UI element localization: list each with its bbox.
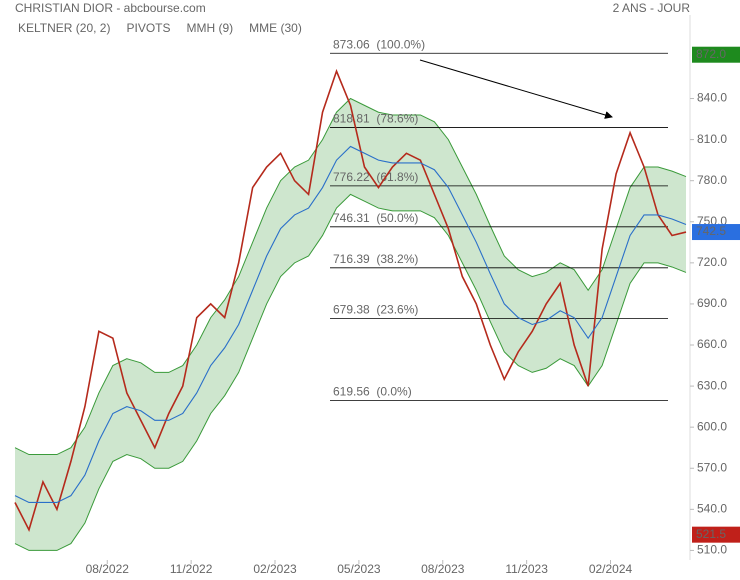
series-line — [14, 68, 687, 533]
legend-entry: PIVOTS — [126, 21, 170, 35]
price-tag-label: 872.0 — [696, 47, 726, 61]
legend-entry: KELTNER (20, 2) — [18, 21, 110, 35]
pivot-label: 873.06 (100.0%) — [333, 37, 425, 51]
price-tag — [692, 46, 740, 63]
pivot-label: 746.31 (50.0%) — [333, 211, 418, 225]
legend-entry: MMH (9) — [187, 21, 234, 35]
y-tick-label: 510.0 — [697, 543, 727, 557]
pivot-label: 619.56 (0.0%) — [333, 385, 412, 399]
pivot-label: 818.81 (78.6%) — [333, 112, 418, 126]
y-tick-label: 630.0 — [697, 378, 727, 392]
x-tick-label: 02/2024 — [589, 562, 633, 576]
y-tick-label: 540.0 — [697, 502, 727, 516]
x-tick-label: 08/2022 — [86, 562, 130, 576]
y-tick-label: 720.0 — [697, 255, 727, 269]
legend-entry: MME (30) — [249, 21, 302, 35]
x-tick-label: 08/2023 — [421, 562, 465, 576]
keltner-lower — [14, 193, 687, 551]
price-tag-label: 742.5 — [696, 224, 726, 238]
x-tick-label: 02/2023 — [253, 562, 297, 576]
keltner-fill — [15, 98, 686, 551]
chart-subtitle: 2 ANS - JOUR — [613, 1, 691, 15]
series-line — [14, 145, 687, 504]
pivot-label: 679.38 (23.6%) — [333, 303, 418, 317]
y-tick-label: 840.0 — [697, 91, 727, 105]
x-tick-label: 11/2022 — [170, 562, 213, 576]
y-tick-label: 570.0 — [697, 460, 727, 474]
price-tag — [692, 526, 740, 543]
keltner-upper — [14, 97, 687, 456]
y-tick-label: 690.0 — [697, 296, 727, 310]
pivot-label: 716.39 (38.2%) — [333, 252, 418, 266]
x-tick-label: 05/2023 — [337, 562, 381, 576]
y-tick-label: 660.0 — [697, 337, 727, 351]
y-tick-label: 780.0 — [697, 173, 727, 187]
y-tick-label: 600.0 — [697, 419, 727, 433]
chart-title: CHRISTIAN DIOR - abcbourse.com — [15, 1, 206, 15]
price-tag-label: 521.5 — [696, 527, 726, 541]
pivot-label: 776.22 (61.8%) — [333, 170, 418, 184]
y-tick-label: 810.0 — [697, 132, 727, 146]
arrow — [419, 59, 613, 119]
x-tick-label: 11/2023 — [505, 562, 548, 576]
price-tag — [692, 224, 740, 241]
